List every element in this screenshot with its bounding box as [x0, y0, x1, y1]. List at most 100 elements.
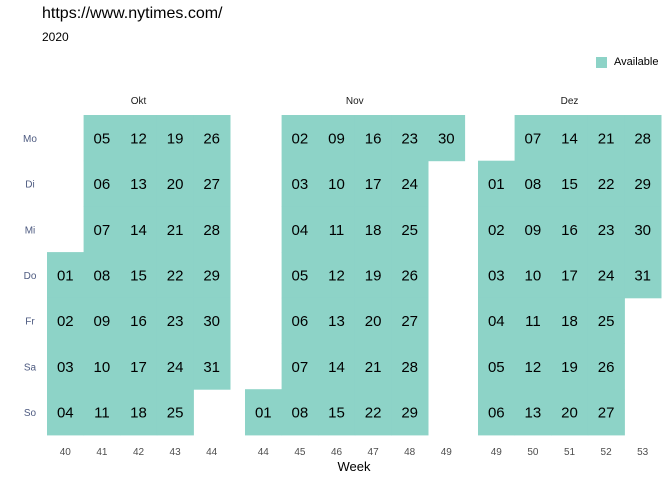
day-cell [47, 343, 85, 390]
day-cell [156, 115, 194, 162]
day-label: 16 [561, 222, 578, 239]
day-cell [391, 389, 429, 436]
day-cell [478, 343, 516, 390]
day-cell [354, 297, 392, 344]
day-cell [156, 297, 194, 344]
day-label: 22 [365, 405, 382, 422]
day-cell [281, 252, 319, 299]
day-cell [624, 115, 662, 162]
day-label: 01 [57, 267, 74, 284]
day-label: 10 [525, 267, 542, 284]
day-cell [478, 252, 516, 299]
day-cell [83, 206, 121, 253]
day-label: 19 [365, 267, 382, 284]
weekday-label: So [24, 408, 37, 419]
day-cell [551, 115, 589, 162]
chart-title: https://www.nytimes.com/ [42, 5, 223, 22]
day-cell [478, 206, 516, 253]
day-cell [391, 343, 429, 390]
day-label: 13 [130, 176, 147, 193]
day-label: 06 [488, 405, 505, 422]
day-cell [120, 343, 158, 390]
day-cell [318, 389, 356, 436]
weekday-label: Mi [25, 225, 36, 236]
day-label: 12 [328, 267, 345, 284]
day-label: 27 [203, 176, 220, 193]
day-cell [551, 389, 589, 436]
day-cell [120, 160, 158, 207]
week-tick-label: 45 [294, 447, 306, 458]
legend-key [596, 56, 607, 68]
day-label: 08 [94, 267, 111, 284]
day-cell [391, 115, 429, 162]
day-label: 11 [525, 313, 541, 330]
day-label: 18 [561, 313, 578, 330]
day-label: 24 [401, 176, 418, 193]
day-label: 10 [94, 359, 111, 376]
day-label: 28 [634, 130, 651, 147]
day-cell [551, 252, 589, 299]
day-cell [391, 160, 429, 207]
day-cell [193, 297, 231, 344]
day-cell [193, 343, 231, 390]
day-label: 22 [167, 267, 184, 284]
day-cell [551, 160, 589, 207]
day-label: 25 [167, 405, 184, 422]
day-label: 24 [167, 359, 184, 376]
day-label: 27 [401, 313, 418, 330]
day-label: 20 [365, 313, 382, 330]
day-cell [587, 206, 625, 253]
week-tick-label: 47 [368, 447, 380, 458]
day-label: 15 [130, 267, 147, 284]
day-cell [354, 160, 392, 207]
day-label: 31 [203, 359, 220, 376]
day-cell [478, 389, 516, 436]
day-label: 23 [167, 313, 184, 330]
week-tick-label: 42 [133, 447, 145, 458]
day-cell [156, 343, 194, 390]
day-cell [156, 252, 194, 299]
weekday-label: Sa [24, 362, 37, 373]
day-label: 14 [328, 359, 345, 376]
chart-subtitle: 2020 [42, 30, 69, 44]
day-label: 09 [328, 130, 345, 147]
day-cell [587, 343, 625, 390]
day-label: 27 [598, 405, 615, 422]
day-label: 29 [203, 267, 220, 284]
day-label: 04 [292, 222, 309, 239]
day-label: 26 [203, 130, 220, 147]
day-label: 03 [488, 267, 505, 284]
day-cell [245, 389, 283, 436]
day-label: 30 [634, 222, 651, 239]
weekday-label: Di [25, 180, 34, 191]
month-label: Dez [561, 96, 579, 107]
weekday-label: Do [24, 271, 37, 282]
day-label: 01 [255, 405, 272, 422]
day-label: 03 [292, 176, 309, 193]
day-label: 02 [292, 130, 309, 147]
day-cell [318, 160, 356, 207]
day-label: 09 [94, 313, 111, 330]
day-label: 02 [57, 313, 74, 330]
day-label: 12 [525, 359, 542, 376]
day-cell [587, 160, 625, 207]
day-cell [318, 297, 356, 344]
day-label: 07 [525, 130, 542, 147]
day-label: 17 [561, 267, 578, 284]
day-label: 23 [598, 222, 615, 239]
day-cell [83, 343, 121, 390]
day-label: 08 [292, 405, 309, 422]
day-label: 13 [525, 405, 542, 422]
day-cell [514, 206, 552, 253]
day-cell [624, 206, 662, 253]
day-label: 17 [365, 176, 382, 193]
week-tick-label: 41 [96, 447, 108, 458]
week-tick-label: 43 [170, 447, 182, 458]
day-cell [318, 115, 356, 162]
week-tick-label: 49 [491, 447, 503, 458]
week-tick-label: 46 [331, 447, 343, 458]
day-cell [354, 206, 392, 253]
day-cell [587, 297, 625, 344]
day-cell [83, 115, 121, 162]
